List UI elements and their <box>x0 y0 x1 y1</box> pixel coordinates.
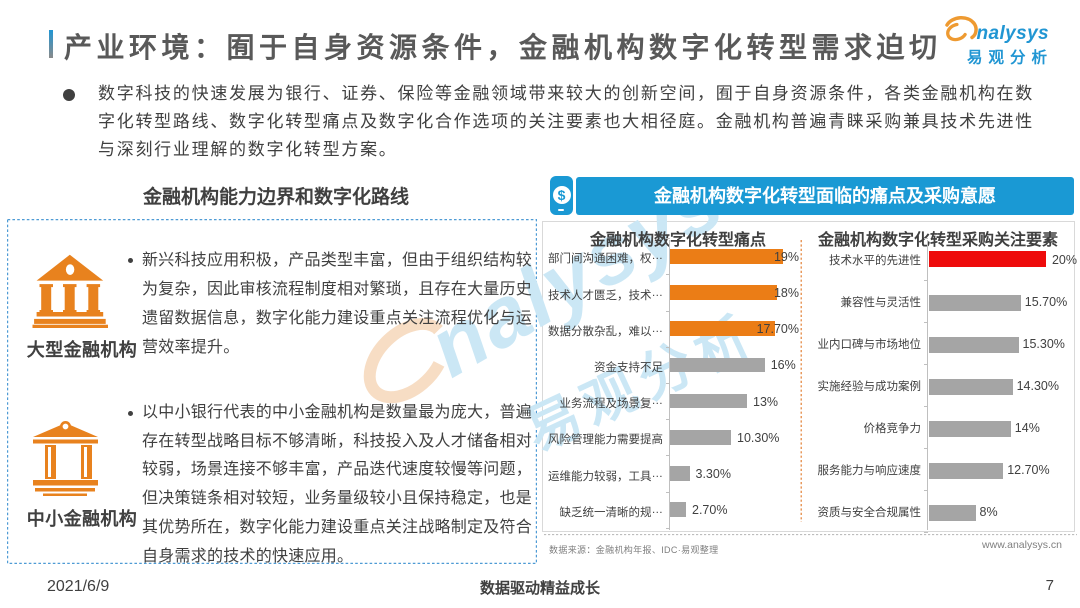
svg-text:nalysys: nalysys <box>977 23 1050 44</box>
svg-text:易观分析: 易观分析 <box>967 48 1053 67</box>
